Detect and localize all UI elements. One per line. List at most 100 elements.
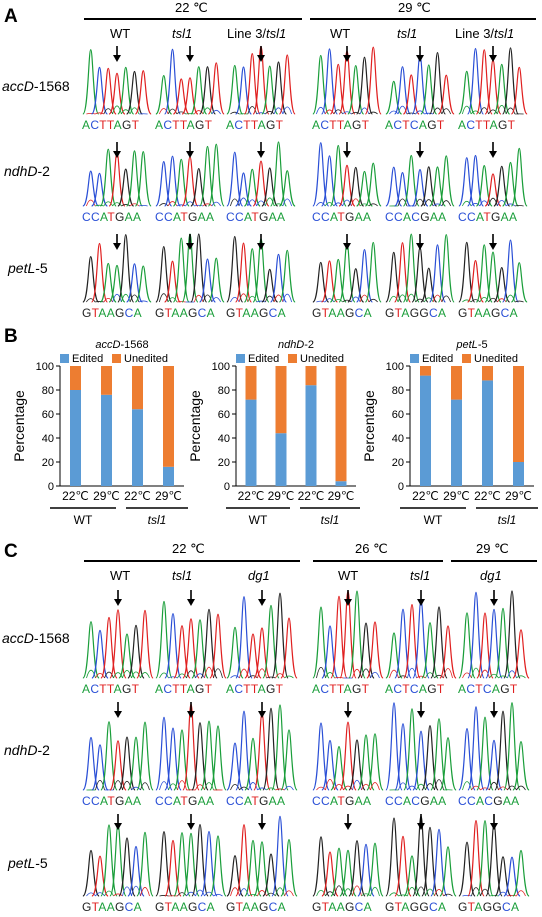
y-tick-label: 40 <box>392 433 404 445</box>
chromatogram-a-1-5 <box>458 142 528 207</box>
edit-arrow-icon <box>114 711 122 718</box>
sequence-label: GTAAGCA <box>82 900 142 914</box>
trace-minor-peak <box>264 197 275 207</box>
trace-minor-peak <box>432 294 443 303</box>
trace-peak <box>366 621 384 679</box>
bar-edited <box>513 462 524 486</box>
bar-unedited <box>275 366 287 434</box>
x-tick-label: 22℃ <box>62 489 89 503</box>
chromatogram-c-1-4 <box>385 702 457 791</box>
trace-minor-peak <box>257 787 267 791</box>
trace-minor-peak <box>177 673 187 679</box>
trace-minor-peak <box>441 200 451 207</box>
trace-minor-peak <box>497 200 507 207</box>
trace-peak <box>503 702 521 791</box>
trace-minor-peak <box>425 783 435 791</box>
trace-peak <box>510 66 528 115</box>
trace-minor-peak <box>195 889 205 897</box>
trace-minor-peak <box>230 675 240 679</box>
trace-peak <box>209 835 227 897</box>
trace-peak <box>429 51 446 115</box>
trace-minor-peak <box>230 784 240 791</box>
trace-peak <box>226 855 244 897</box>
trace-minor-peak <box>95 779 105 791</box>
legend-swatch <box>288 354 297 363</box>
panel-c-line-29 <box>451 560 537 562</box>
sequence-label: ACTCAGT <box>458 682 518 696</box>
edit-arrow-icon <box>344 599 352 606</box>
trace-peak <box>100 721 118 791</box>
sequence-label: CCATGAA <box>82 210 142 224</box>
chromatogram-a-2-2 <box>226 234 296 303</box>
trace-minor-peak <box>195 673 205 679</box>
panel-a-genotype-line3-22: Line 3/tsl1 <box>227 26 287 41</box>
panel-c-gene-ndhd: ndhD-2 <box>4 742 50 758</box>
trace-peak <box>134 70 152 115</box>
chromatogram-a-1-1 <box>155 142 225 207</box>
trace-peak <box>271 704 289 791</box>
trace-peak <box>364 46 382 115</box>
y-tick-label: 40 <box>218 433 230 445</box>
trace-minor-peak <box>177 780 187 791</box>
trace-peak <box>91 242 108 303</box>
panel-a-gene-petl: petL-5 <box>8 260 48 276</box>
trace-minor-peak <box>423 199 434 207</box>
trace-minor-peak <box>213 668 223 679</box>
trace-minor-peak <box>239 888 249 897</box>
trace-peak <box>512 849 530 897</box>
y-tick-label: 40 <box>42 433 54 445</box>
legend-swatch <box>60 354 69 363</box>
edit-arrow-icon <box>186 151 194 158</box>
y-tick-label: 80 <box>218 385 230 397</box>
trace-peak <box>366 842 384 897</box>
trace-minor-peak <box>122 780 132 791</box>
trace-minor-peak <box>140 887 150 897</box>
legend-swatch <box>112 354 121 363</box>
group-label-wt: WT <box>424 513 443 527</box>
trace-minor-peak <box>406 112 416 115</box>
sequence-label: GTAAGCA <box>155 306 215 320</box>
trace-minor-peak <box>186 891 196 897</box>
chromatogram-a-0-2 <box>226 45 296 115</box>
chromatogram-a-2-1 <box>155 233 225 303</box>
trace-minor-peak <box>497 298 507 303</box>
trace-minor-peak <box>239 668 249 679</box>
trace-minor-peak <box>176 111 186 115</box>
edit-arrow-icon <box>258 711 266 718</box>
trace-peak <box>364 162 382 207</box>
trace-minor-peak <box>95 892 105 897</box>
trace-minor-peak <box>230 111 240 115</box>
trace-minor-peak <box>238 197 249 207</box>
trace-peak <box>467 706 485 791</box>
trace-peak <box>252 160 270 207</box>
trace-peak <box>403 708 421 791</box>
trace-minor-peak <box>229 198 240 207</box>
edit-arrow-icon <box>113 151 121 158</box>
chromatogram-a-0-3 <box>312 46 382 115</box>
trace-minor-peak <box>498 675 508 679</box>
trace-peak <box>475 244 493 303</box>
trace-minor-peak <box>342 199 352 207</box>
panel-c-temp-26: 26 ℃ <box>355 541 388 556</box>
trace-minor-peak <box>398 675 408 679</box>
trace-minor-peak <box>86 298 96 303</box>
sequence-label: GTAAGCA <box>312 306 372 320</box>
edit-arrow-icon <box>257 151 265 158</box>
trace-peak <box>82 849 100 897</box>
trace-minor-peak <box>333 202 343 207</box>
bar-edited <box>101 394 112 486</box>
trace-minor-peak <box>479 107 490 115</box>
trace-peak <box>364 241 382 303</box>
panel-a-genotype-wt-22: WT <box>110 26 131 41</box>
trace-minor-peak <box>470 203 481 207</box>
bar-unedited <box>132 366 143 410</box>
trace-minor-peak <box>131 786 141 791</box>
trace-minor-peak <box>434 888 444 897</box>
trace-minor-peak <box>441 108 451 115</box>
trace-minor-peak <box>131 885 141 897</box>
trace-minor-peak <box>266 676 276 679</box>
trace-minor-peak <box>342 299 352 303</box>
chromatogram-a-2-5 <box>458 234 528 303</box>
trace-minor-peak <box>324 202 335 207</box>
legend-label: Edited <box>248 353 279 365</box>
